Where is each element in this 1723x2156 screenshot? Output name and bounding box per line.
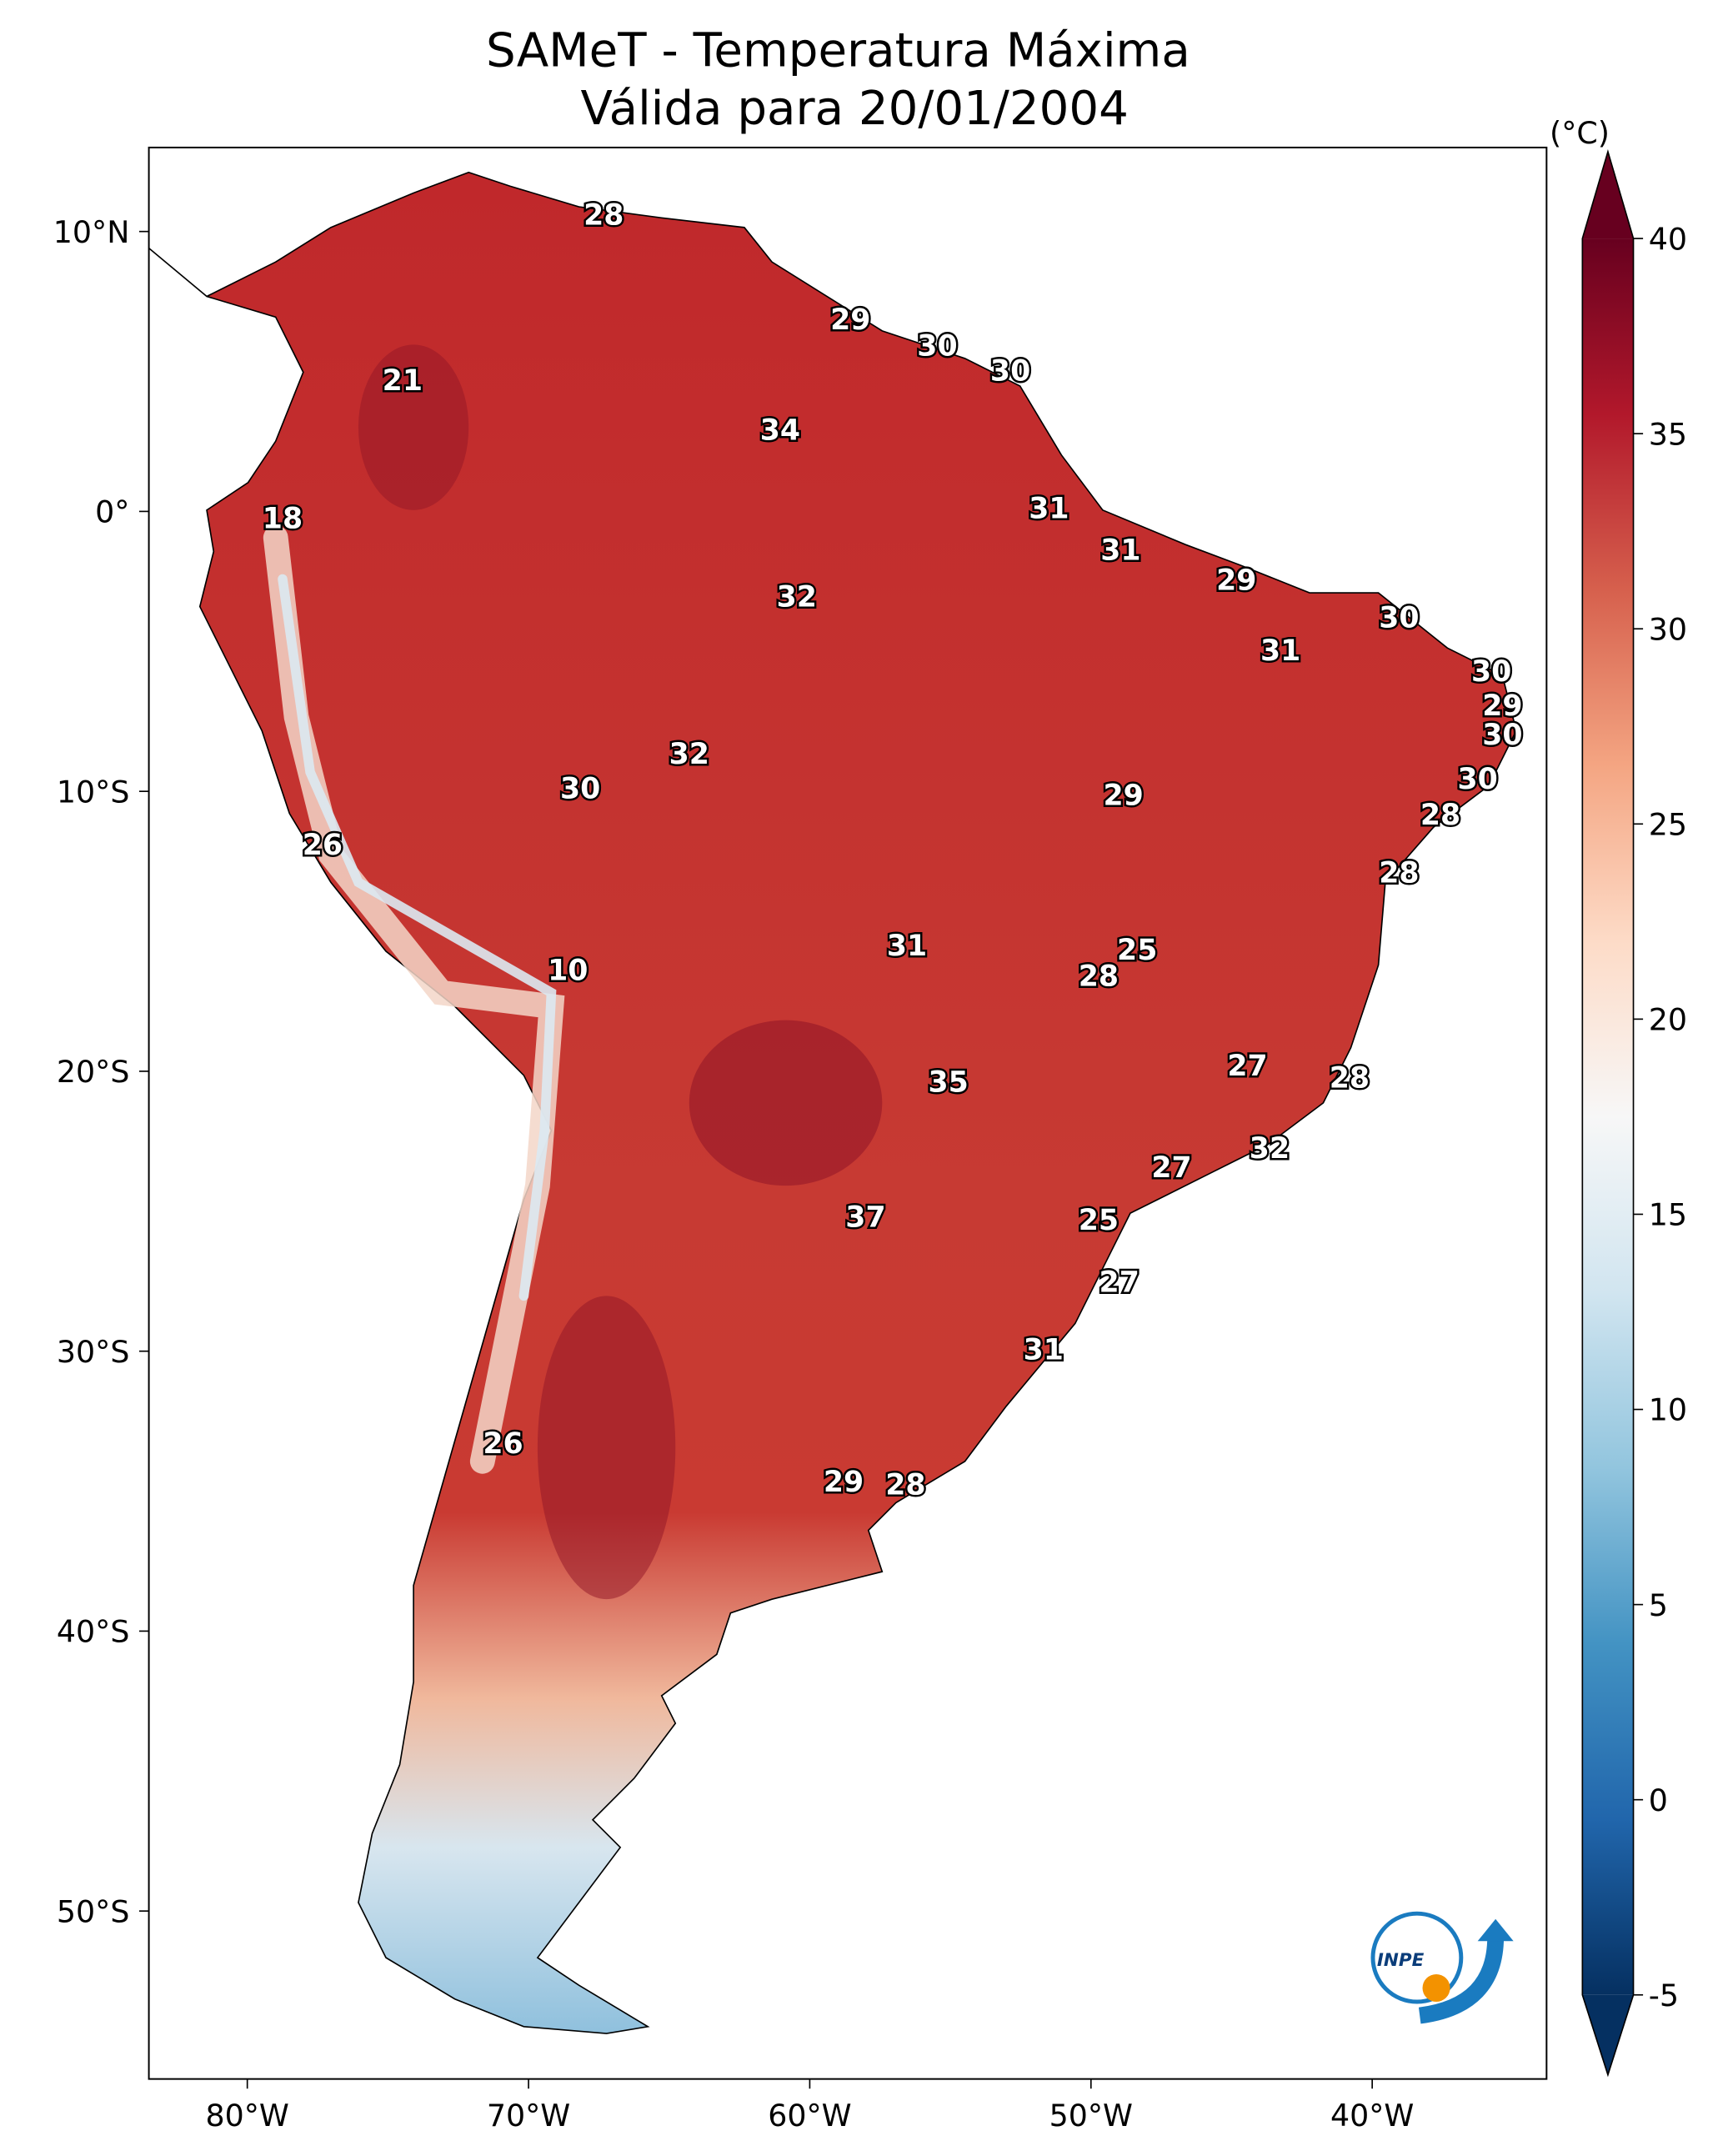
temperature-label: 30 [1471, 655, 1511, 689]
logo: INPE [1370, 1911, 1514, 2024]
temperature-label: 18 [263, 502, 303, 535]
colorbar-extension-max [1582, 151, 1634, 239]
colorbar-tick-label: -5 [1649, 1978, 1679, 2013]
temperature-label: 31 [1024, 1333, 1064, 1366]
temperature-label: 30 [1379, 601, 1419, 634]
hot-zone [358, 344, 469, 510]
temperature-label: 28 [1079, 960, 1119, 993]
colorbar-tick-label: 30 [1649, 611, 1687, 647]
temperature-label: 30 [917, 330, 957, 364]
temperature-label: 27 [1151, 1151, 1191, 1185]
x-tick-label: 40°W [1330, 2098, 1414, 2133]
logo-ring [1370, 1911, 1464, 2004]
y-tick-label: 10°S [57, 774, 130, 810]
y-tick-label: 30°S [57, 1334, 130, 1370]
temperature-label: 37 [845, 1201, 885, 1235]
temperature-label: 31 [1260, 634, 1300, 668]
y-tick-label: 50°S [57, 1893, 130, 1929]
temperature-label: 28 [885, 1469, 925, 1502]
temperature-label: 32 [1250, 1132, 1290, 1166]
temperature-label: 28 [1379, 856, 1419, 890]
x-tick-label: 60°W [768, 2098, 851, 2133]
temperature-label: 29 [824, 1466, 864, 1499]
temperature-label: 35 [929, 1066, 969, 1100]
temperature-label: 30 [990, 354, 1030, 388]
y-tick-label: 10°N [53, 214, 130, 250]
map-frame [148, 146, 1548, 2080]
temperature-label: 30 [1482, 719, 1522, 752]
temperature-label: 25 [1079, 1204, 1119, 1237]
temperature-label: 30 [1457, 763, 1497, 796]
colorbar-tick-label: 25 [1649, 807, 1687, 843]
x-tick-label: 50°W [1049, 2098, 1133, 2133]
temperature-label: 29 [830, 303, 870, 337]
temperature-label: 21 [383, 364, 423, 398]
y-tick-label: 0° [95, 494, 129, 530]
temperature-label: 29 [1482, 689, 1522, 723]
logo-dot [1422, 1973, 1450, 2003]
colorbar-tick-label: 0 [1649, 1782, 1668, 1818]
colorbar-label: (°C) [1550, 115, 1610, 151]
temperature-label: 28 [584, 199, 624, 233]
y-tick-label: 40°S [57, 1614, 130, 1650]
temperature-label: 26 [303, 829, 343, 862]
andes-cold-core [278, 574, 557, 1301]
map-subtitle: Válida para 20/01/2004 [581, 82, 1129, 136]
x-tick-label: 80°W [205, 2098, 288, 2133]
temperature-label: 30 [560, 772, 600, 805]
temperature-label: 31 [1029, 493, 1069, 526]
temperature-label: 28 [1330, 1062, 1370, 1096]
colorbar-tick-label: 40 [1649, 221, 1687, 257]
y-tick-label: 20°S [57, 1054, 130, 1090]
x-tick-label: 70°W [487, 2098, 570, 2133]
hot-zone [537, 1296, 676, 1600]
temperature-label: 31 [1100, 534, 1140, 567]
colorbar-tick-label: 5 [1649, 1587, 1668, 1623]
temperature-label: 27 [1099, 1266, 1139, 1299]
temperature-label: 28 [1420, 799, 1460, 832]
temperature-label: 32 [777, 581, 817, 614]
logo-arrow [1418, 1937, 1505, 2024]
colorbar [1582, 238, 1634, 1995]
temperature-label: 27 [1227, 1050, 1267, 1083]
colorbar-tick-label: 20 [1649, 1002, 1687, 1038]
temperature-label: 31 [887, 930, 927, 963]
colorbar-tick-label: 10 [1649, 1392, 1687, 1428]
logo-text: INPE [1377, 1950, 1425, 1971]
map-title: SAMeT - Temperatura Máxima [486, 23, 1190, 78]
temperature-label: 25 [1117, 934, 1157, 967]
temperature-label: 29 [1216, 564, 1256, 598]
temperature-label: 10 [548, 955, 588, 988]
hot-zone [689, 1020, 883, 1186]
temperature-label: 29 [1104, 780, 1144, 813]
temperature-label: 32 [669, 738, 709, 771]
temperature-label: 34 [760, 414, 800, 447]
temperature-label: 26 [483, 1427, 523, 1461]
colorbar-extension-min [1582, 1994, 1634, 2075]
colorbar-tick-label: 35 [1649, 416, 1687, 452]
logo-arrowhead [1477, 1918, 1514, 1942]
colorbar-tick-label: 15 [1649, 1197, 1687, 1233]
